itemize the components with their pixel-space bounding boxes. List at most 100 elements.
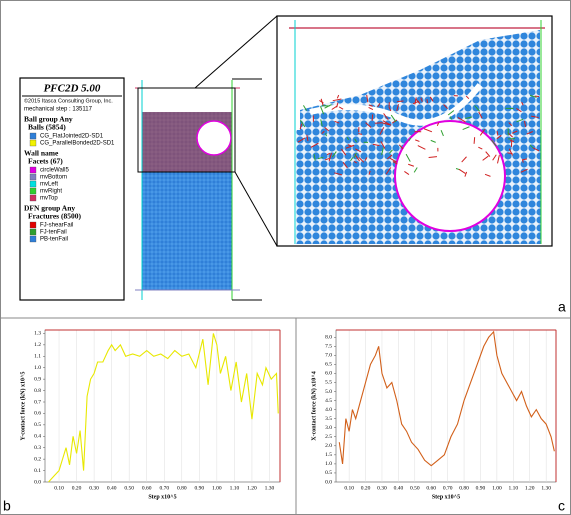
fracture <box>458 168 466 174</box>
y-tick-label: 0.6 <box>34 411 41 417</box>
fracture <box>408 137 412 142</box>
legend-step: mechanical step : 135117 <box>24 107 93 113</box>
fracture <box>443 104 449 110</box>
y-tick-label: 0.1 <box>34 468 41 474</box>
fracture <box>408 163 415 167</box>
fracture <box>387 154 393 160</box>
fracture <box>413 167 418 173</box>
fracture <box>320 119 323 127</box>
fracture <box>462 126 470 131</box>
zoom-circle-wall <box>394 120 506 232</box>
legend-item: CG_FlatJointed2D-SD1 <box>40 134 104 140</box>
x-tick-label: 1.30 <box>265 485 275 491</box>
fracture <box>521 159 524 163</box>
fracture <box>479 129 486 136</box>
fracture <box>342 161 348 169</box>
y-tick-label: 6.0 <box>325 371 332 377</box>
fracture <box>529 144 534 149</box>
y-tick-label: 1.3 <box>34 331 41 337</box>
y-tick-label: 3.5 <box>325 416 332 422</box>
fracture <box>297 137 306 143</box>
fracture <box>336 94 340 99</box>
fracture <box>478 146 483 150</box>
fracture <box>366 94 369 103</box>
y-tick-label: 4.5 <box>325 398 332 404</box>
y-tick-label: 1.2 <box>34 342 41 348</box>
fracture <box>396 104 399 111</box>
fracture <box>461 156 467 163</box>
y-tick-label: 2.5 <box>325 434 332 440</box>
x-tick-label: 1.20 <box>525 485 535 491</box>
fracture <box>397 100 404 103</box>
legend-item: mvTop <box>40 196 58 202</box>
fracture <box>430 139 436 143</box>
fracture <box>310 142 319 148</box>
fracture <box>474 105 481 112</box>
fracture <box>491 139 497 147</box>
x-tick-label: 1.00 <box>212 485 222 491</box>
fracture <box>381 147 384 156</box>
legend-swatch <box>29 132 37 140</box>
fracture <box>389 157 398 163</box>
fracture <box>429 96 434 102</box>
fracture <box>385 167 392 175</box>
fracture <box>300 119 306 128</box>
x-tick-label: 0.50 <box>124 485 134 491</box>
fracture <box>324 157 330 161</box>
fracture <box>382 120 391 126</box>
fracture <box>478 111 483 119</box>
legend-item: CG_ParallelBonded2D-SD1 <box>40 141 115 147</box>
fracture <box>526 131 533 135</box>
fracture <box>529 94 537 98</box>
fracture <box>492 154 497 161</box>
panel-label: a <box>558 299 566 315</box>
fracture <box>354 138 358 143</box>
x-tick-label: 0.70 <box>443 485 453 491</box>
fracture <box>531 115 539 119</box>
fracture <box>388 106 392 112</box>
fracture <box>331 151 337 158</box>
x-tick-label: 0.60 <box>426 485 436 491</box>
fracture <box>321 130 325 134</box>
y-tick-label: 0.5 <box>325 470 332 476</box>
fracture <box>516 118 524 123</box>
legend-item: mvLeft <box>40 182 58 188</box>
legend-title: PFC2D 5.00 <box>44 83 101 95</box>
fracture <box>368 170 371 175</box>
y-tick-label: 0.8 <box>34 388 41 394</box>
circle-wall <box>196 120 232 156</box>
fracture <box>516 108 522 113</box>
fracture <box>377 103 381 108</box>
fracture <box>423 128 433 133</box>
fracture <box>324 127 330 132</box>
legend-heading: Ball group Any <box>24 115 73 124</box>
x-tick-label: 0.80 <box>459 485 469 491</box>
x-tick-label: 1.10 <box>509 485 519 491</box>
fracture <box>303 105 308 111</box>
fracture <box>484 173 491 177</box>
fracture <box>345 144 355 149</box>
y-tick-label: 7.5 <box>325 344 332 350</box>
legend-swatch <box>29 187 37 195</box>
fracture <box>391 119 398 124</box>
legend-swatch <box>29 194 37 202</box>
fracture <box>428 156 438 159</box>
y-tick-label: 6.5 <box>325 362 332 368</box>
fracture <box>368 104 373 107</box>
fracture <box>508 148 513 156</box>
x-tick-label: 0.10 <box>344 485 354 491</box>
chart: 0.10 0.20 0.30 0.40 0.50 0.60 0.70 0.80 0.90 1.00… <box>310 329 565 514</box>
fracture <box>306 134 309 142</box>
charts: 0.10 0.20 0.30 0.40 0.50 0.60 0.70 0.80 0.90 1.00… <box>3 329 565 514</box>
fracture <box>415 98 421 105</box>
fracture <box>346 136 350 141</box>
x-tick-label: 1.00 <box>492 485 502 491</box>
zoom-connector <box>234 171 278 247</box>
legend-swatch <box>29 166 37 174</box>
fracture <box>436 122 440 127</box>
fracture <box>317 156 324 160</box>
fracture <box>340 148 347 156</box>
fracture <box>415 139 420 142</box>
